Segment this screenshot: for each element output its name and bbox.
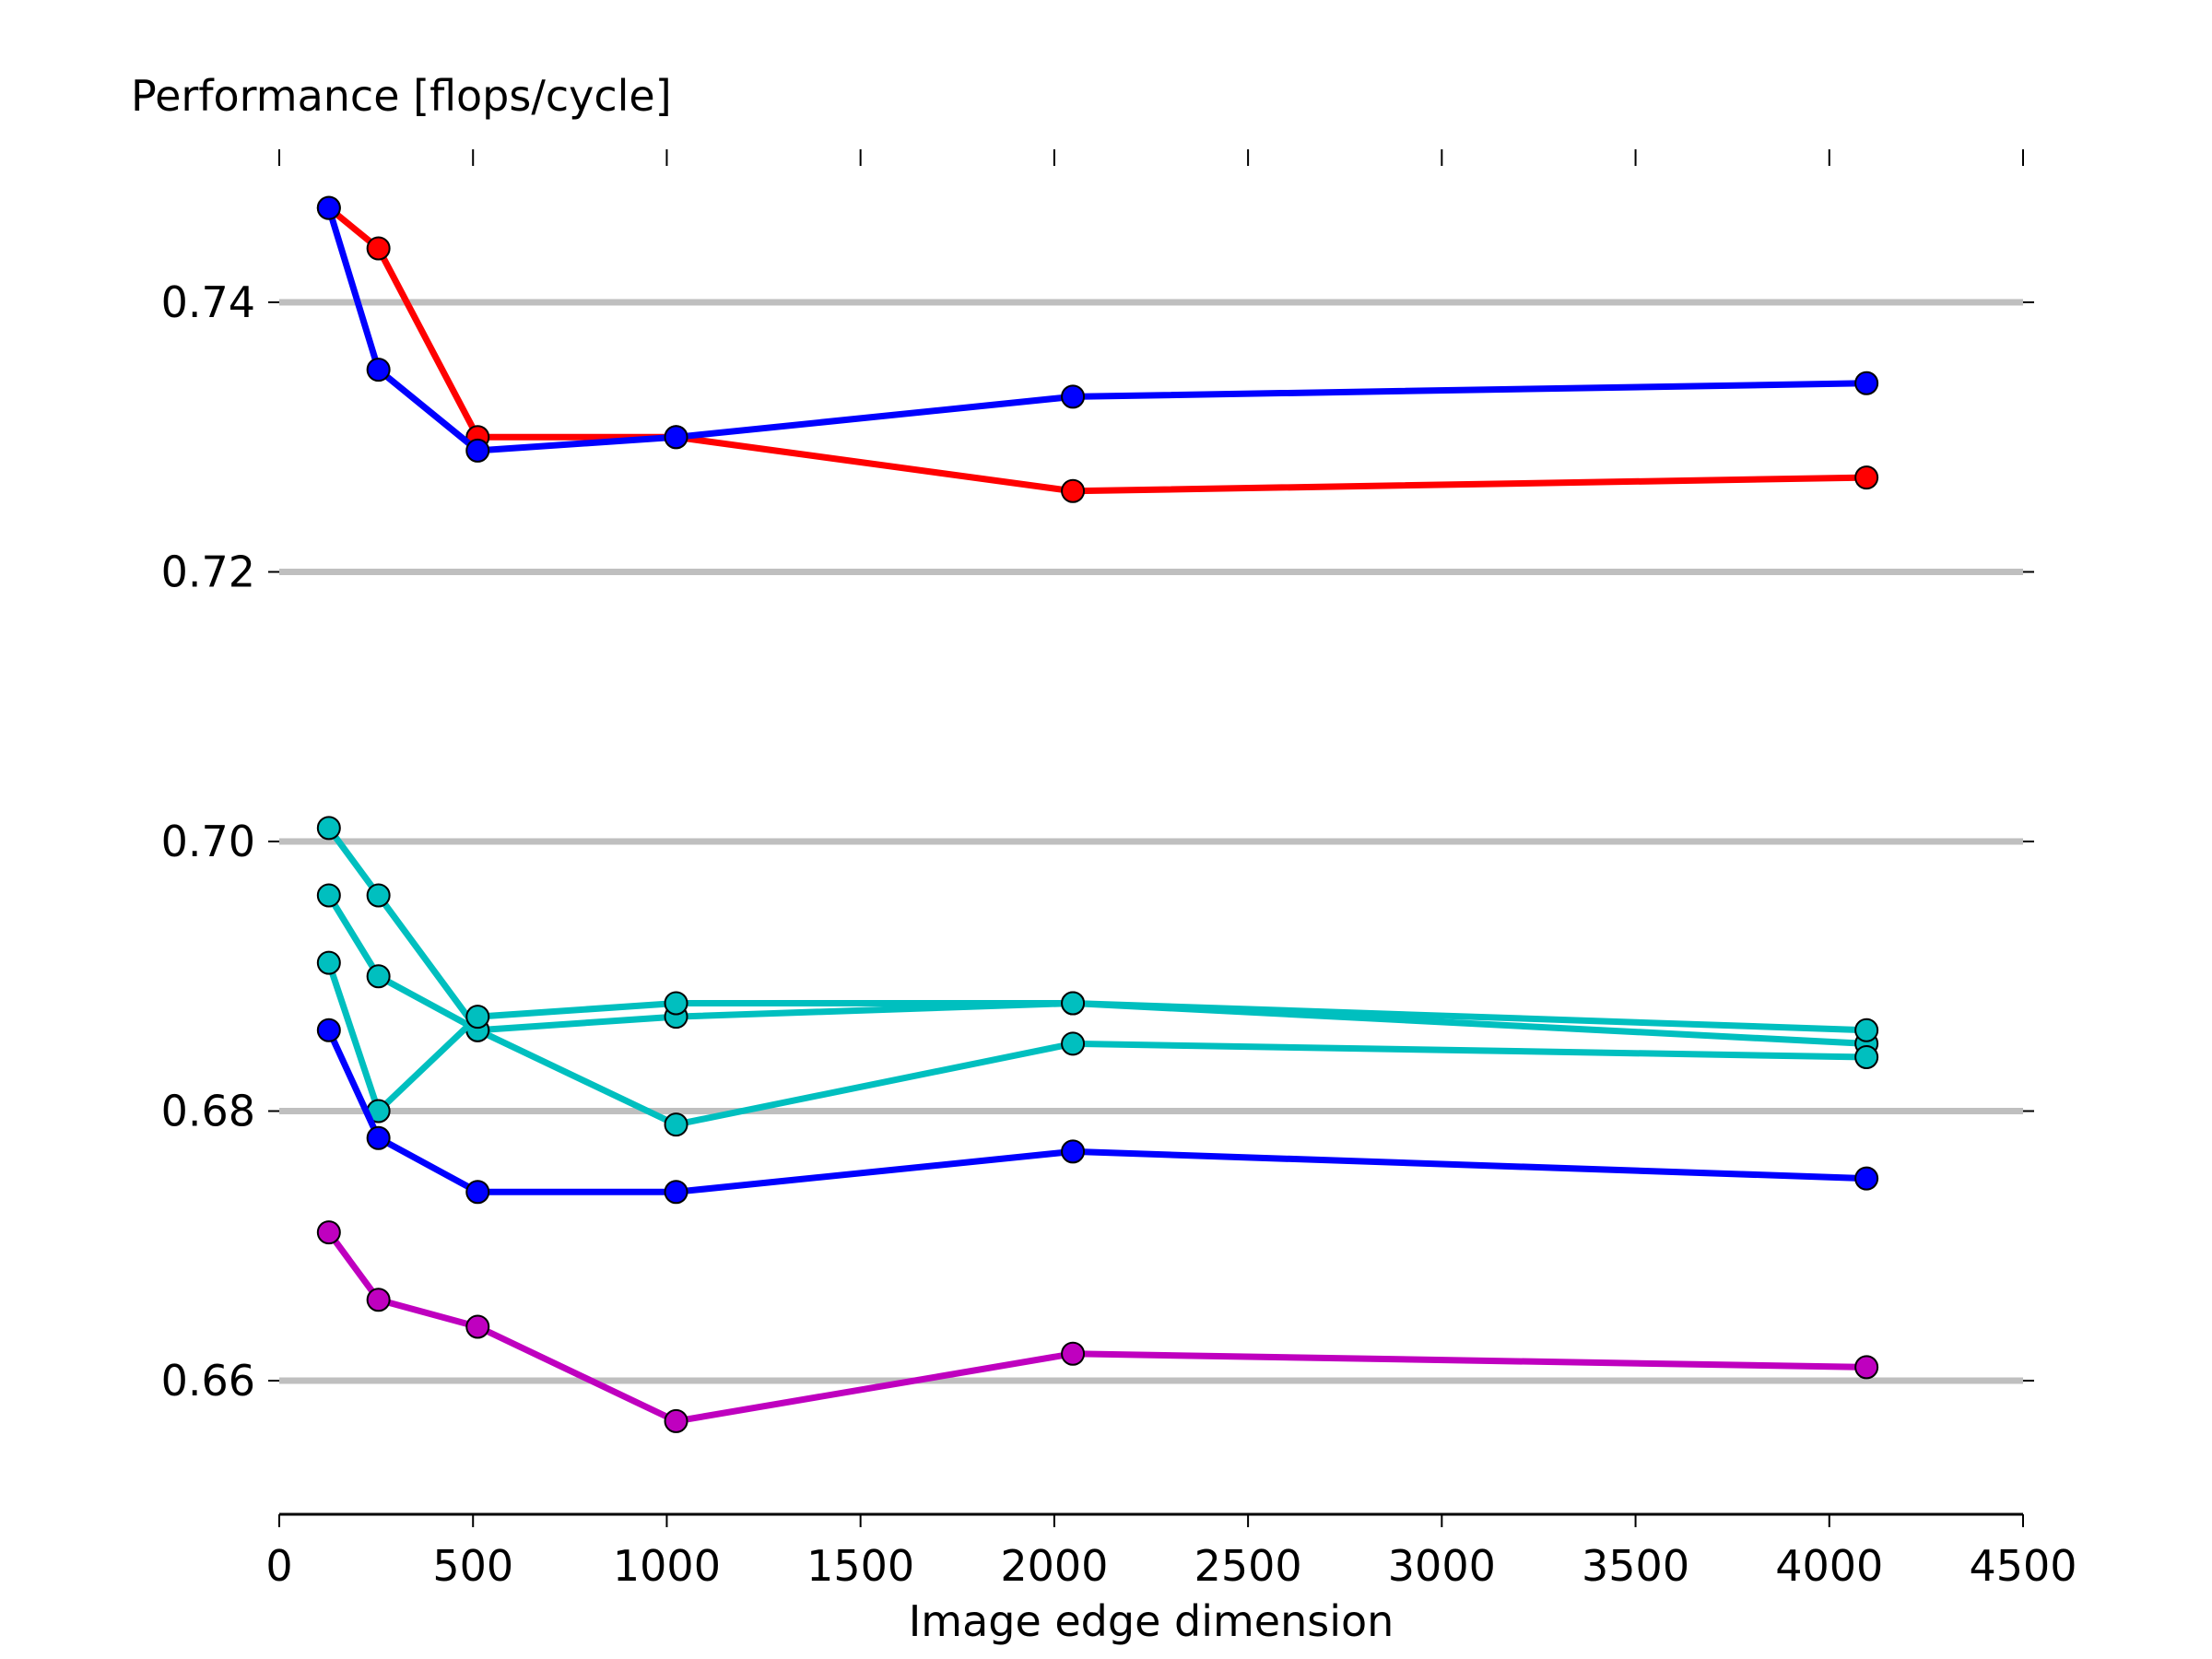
- data-point: [1061, 1341, 1086, 1366]
- data-point: [664, 425, 688, 450]
- y-tick-label: 0.72: [161, 547, 255, 597]
- data-point: [316, 1018, 341, 1042]
- data-point: [316, 816, 341, 841]
- x-tick-label: 1000: [613, 1541, 721, 1591]
- data-point: [664, 1180, 688, 1205]
- y-tick-label: 0.68: [161, 1087, 255, 1136]
- x-tick-label: 3500: [1582, 1541, 1689, 1591]
- axes: [268, 149, 2034, 1527]
- x-tick-label: 500: [432, 1541, 513, 1591]
- data-point: [1061, 478, 1086, 503]
- x-axis-title: Image edge dimension: [909, 1596, 1394, 1646]
- series-line: [325, 1029, 1867, 1195]
- data-point: [1854, 1166, 1879, 1191]
- series-3: [316, 883, 1879, 1137]
- series-6: [316, 1220, 1879, 1433]
- data-point: [316, 195, 341, 220]
- data-point: [1061, 991, 1086, 1016]
- series-0: [316, 195, 1879, 503]
- data-point: [316, 1220, 341, 1245]
- series-line: [325, 961, 1867, 1114]
- x-tick-label: 1500: [806, 1541, 914, 1591]
- data-point: [465, 1314, 490, 1339]
- series-2: [316, 816, 1879, 1056]
- data-point: [316, 883, 341, 908]
- series-4: [316, 950, 1879, 1124]
- data-point: [366, 358, 391, 382]
- x-tick-label: 4000: [1775, 1541, 1883, 1591]
- series-group: [316, 195, 1879, 1433]
- data-point: [465, 438, 490, 463]
- data-point: [1854, 1045, 1879, 1069]
- data-point: [664, 991, 688, 1016]
- data-point: [664, 1408, 688, 1433]
- data-point: [366, 883, 391, 908]
- y-tick-label: 0.70: [161, 817, 255, 866]
- series-line: [325, 206, 1867, 454]
- series-line: [326, 205, 1867, 495]
- data-point: [366, 964, 391, 989]
- x-tick-label: 3000: [1388, 1541, 1496, 1591]
- data-point: [664, 1112, 688, 1137]
- data-point: [1061, 384, 1086, 409]
- series-line: [325, 1230, 1867, 1425]
- data-point: [465, 1180, 490, 1205]
- data-point: [1854, 371, 1879, 395]
- data-point: [366, 1288, 391, 1312]
- data-point: [1061, 1031, 1086, 1056]
- data-point: [366, 236, 391, 261]
- series-line: [325, 893, 1867, 1128]
- grid-lines: [279, 299, 2023, 1384]
- x-tick-label: 2000: [1000, 1541, 1108, 1591]
- data-point: [1854, 465, 1879, 490]
- series-1: [316, 195, 1879, 463]
- y-axis-title: Performance [flops/cycle]: [131, 71, 672, 121]
- data-point: [366, 1125, 391, 1150]
- x-tick-label: 0: [265, 1541, 292, 1591]
- y-tick-label: 0.74: [161, 277, 255, 327]
- y-tick-label: 0.66: [161, 1356, 255, 1406]
- data-point: [1854, 1018, 1879, 1042]
- data-point: [1854, 1355, 1879, 1380]
- x-tick-label: 4500: [1969, 1541, 2077, 1591]
- x-tick-label: 2500: [1194, 1541, 1302, 1591]
- data-point: [465, 1005, 490, 1030]
- series-5: [316, 1018, 1879, 1205]
- data-point: [316, 950, 341, 975]
- data-point: [1061, 1139, 1086, 1164]
- tick-labels: 0.66 0.68 0.70 0.72 0.74 0 500 1000 1500 2000 2500…: [161, 277, 2077, 1591]
